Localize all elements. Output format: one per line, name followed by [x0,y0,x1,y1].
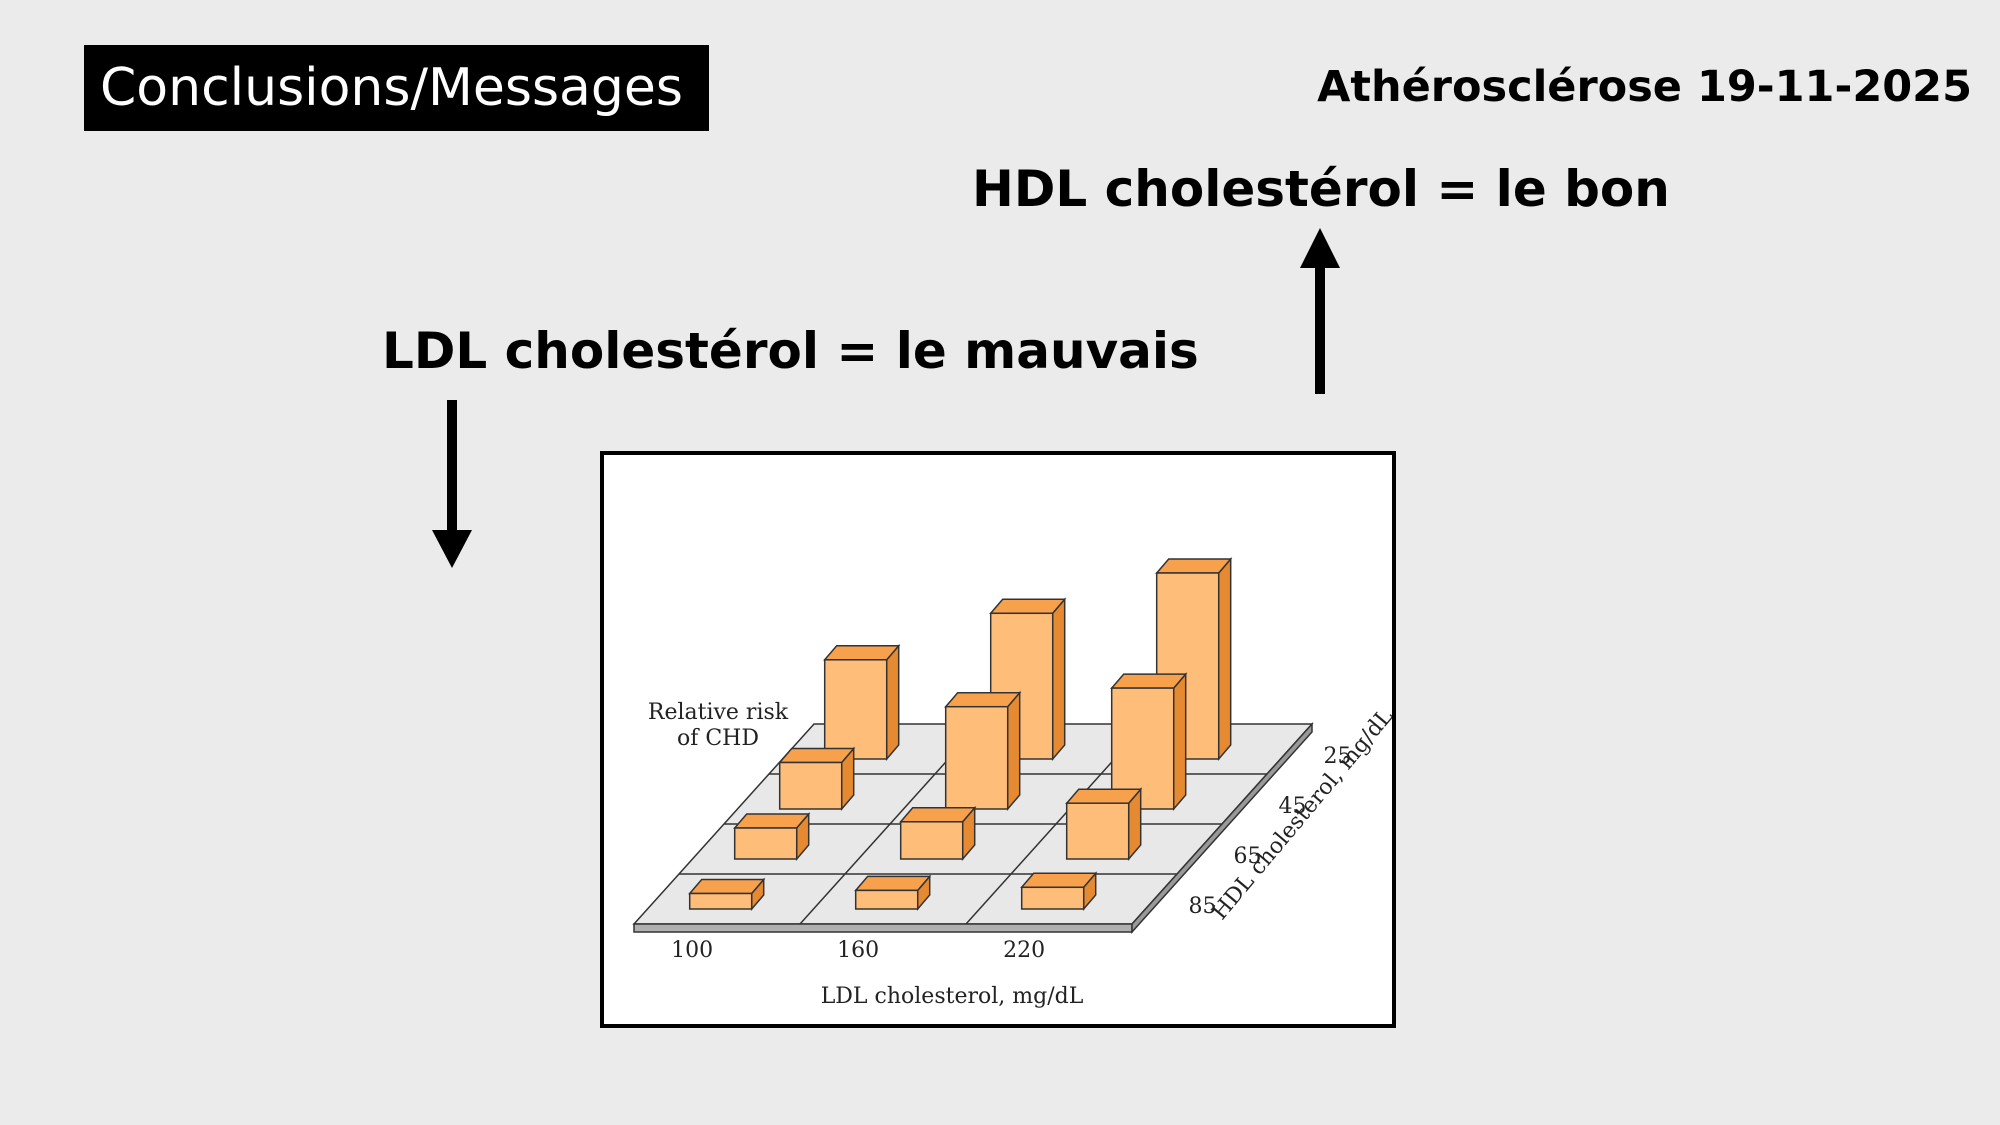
arrow-down-icon [432,400,472,568]
bar-top [989,598,1067,615]
bar [989,597,1067,762]
bar-front [1065,802,1130,860]
bar-side [1172,672,1187,812]
x-tick-label: 220 [1003,938,1045,963]
bar-side [1006,690,1021,812]
bar [823,643,901,762]
bar-top [899,807,977,823]
bar-front [823,659,888,760]
bar [1020,871,1098,912]
z-axis-label-line2: of CHD [677,726,759,751]
bar [1065,787,1143,862]
bar-top [733,813,811,829]
z-axis-label-line1: Relative risk [648,700,789,725]
bar-front [1020,886,1085,910]
bar [778,746,856,812]
arrow-up-icon [1300,228,1340,394]
ldl-heading: LDL cholestérol = le mauvais [382,322,1199,380]
chart-bars [688,556,1233,912]
bar-top [688,878,766,895]
y-tick-label: 85 [1189,894,1217,919]
bar-front [733,827,798,860]
bar [854,874,932,912]
x-tick-label: 100 [671,938,713,963]
bar [733,811,811,862]
x-axis-label: LDL cholesterol, mg/dL [821,984,1084,1009]
bar [899,805,977,862]
bar-top [1020,872,1098,889]
floor-side-edge [1131,722,1313,934]
bar-front [688,892,753,910]
y-tick-label: 65 [1234,844,1262,869]
bar-top [1110,673,1188,689]
chd-risk-figure: Relative risk of CHD LDL cholesterol, mg… [600,451,1396,1028]
hdl-heading: HDL cholestérol = le bon [972,160,1670,218]
bar-front [854,889,919,910]
bar-front [778,761,843,810]
bar [944,690,1022,812]
floor-front-edge [633,923,1133,933]
bar-top [1155,558,1233,574]
bar [688,877,766,912]
bar-top [778,747,856,764]
bar-front [944,705,1009,810]
bar-side [885,643,900,762]
bar-side [1051,597,1066,762]
bar-top [854,875,932,892]
y-tick-label: 45 [1279,794,1307,819]
bar-top [823,645,901,661]
course-date: Athérosclérose 19-11-2025 [1317,62,1972,112]
bar-top [944,691,1022,708]
bar-top [1065,788,1143,804]
y-tick-label: 25 [1324,744,1352,769]
slide-title: Conclusions/Messages [84,45,709,131]
bar-side [1217,556,1232,762]
bar-front [899,821,964,860]
chd-risk-chart: Relative risk of CHD LDL cholesterol, mg… [632,556,1392,1009]
x-tick-label: 160 [837,938,879,963]
